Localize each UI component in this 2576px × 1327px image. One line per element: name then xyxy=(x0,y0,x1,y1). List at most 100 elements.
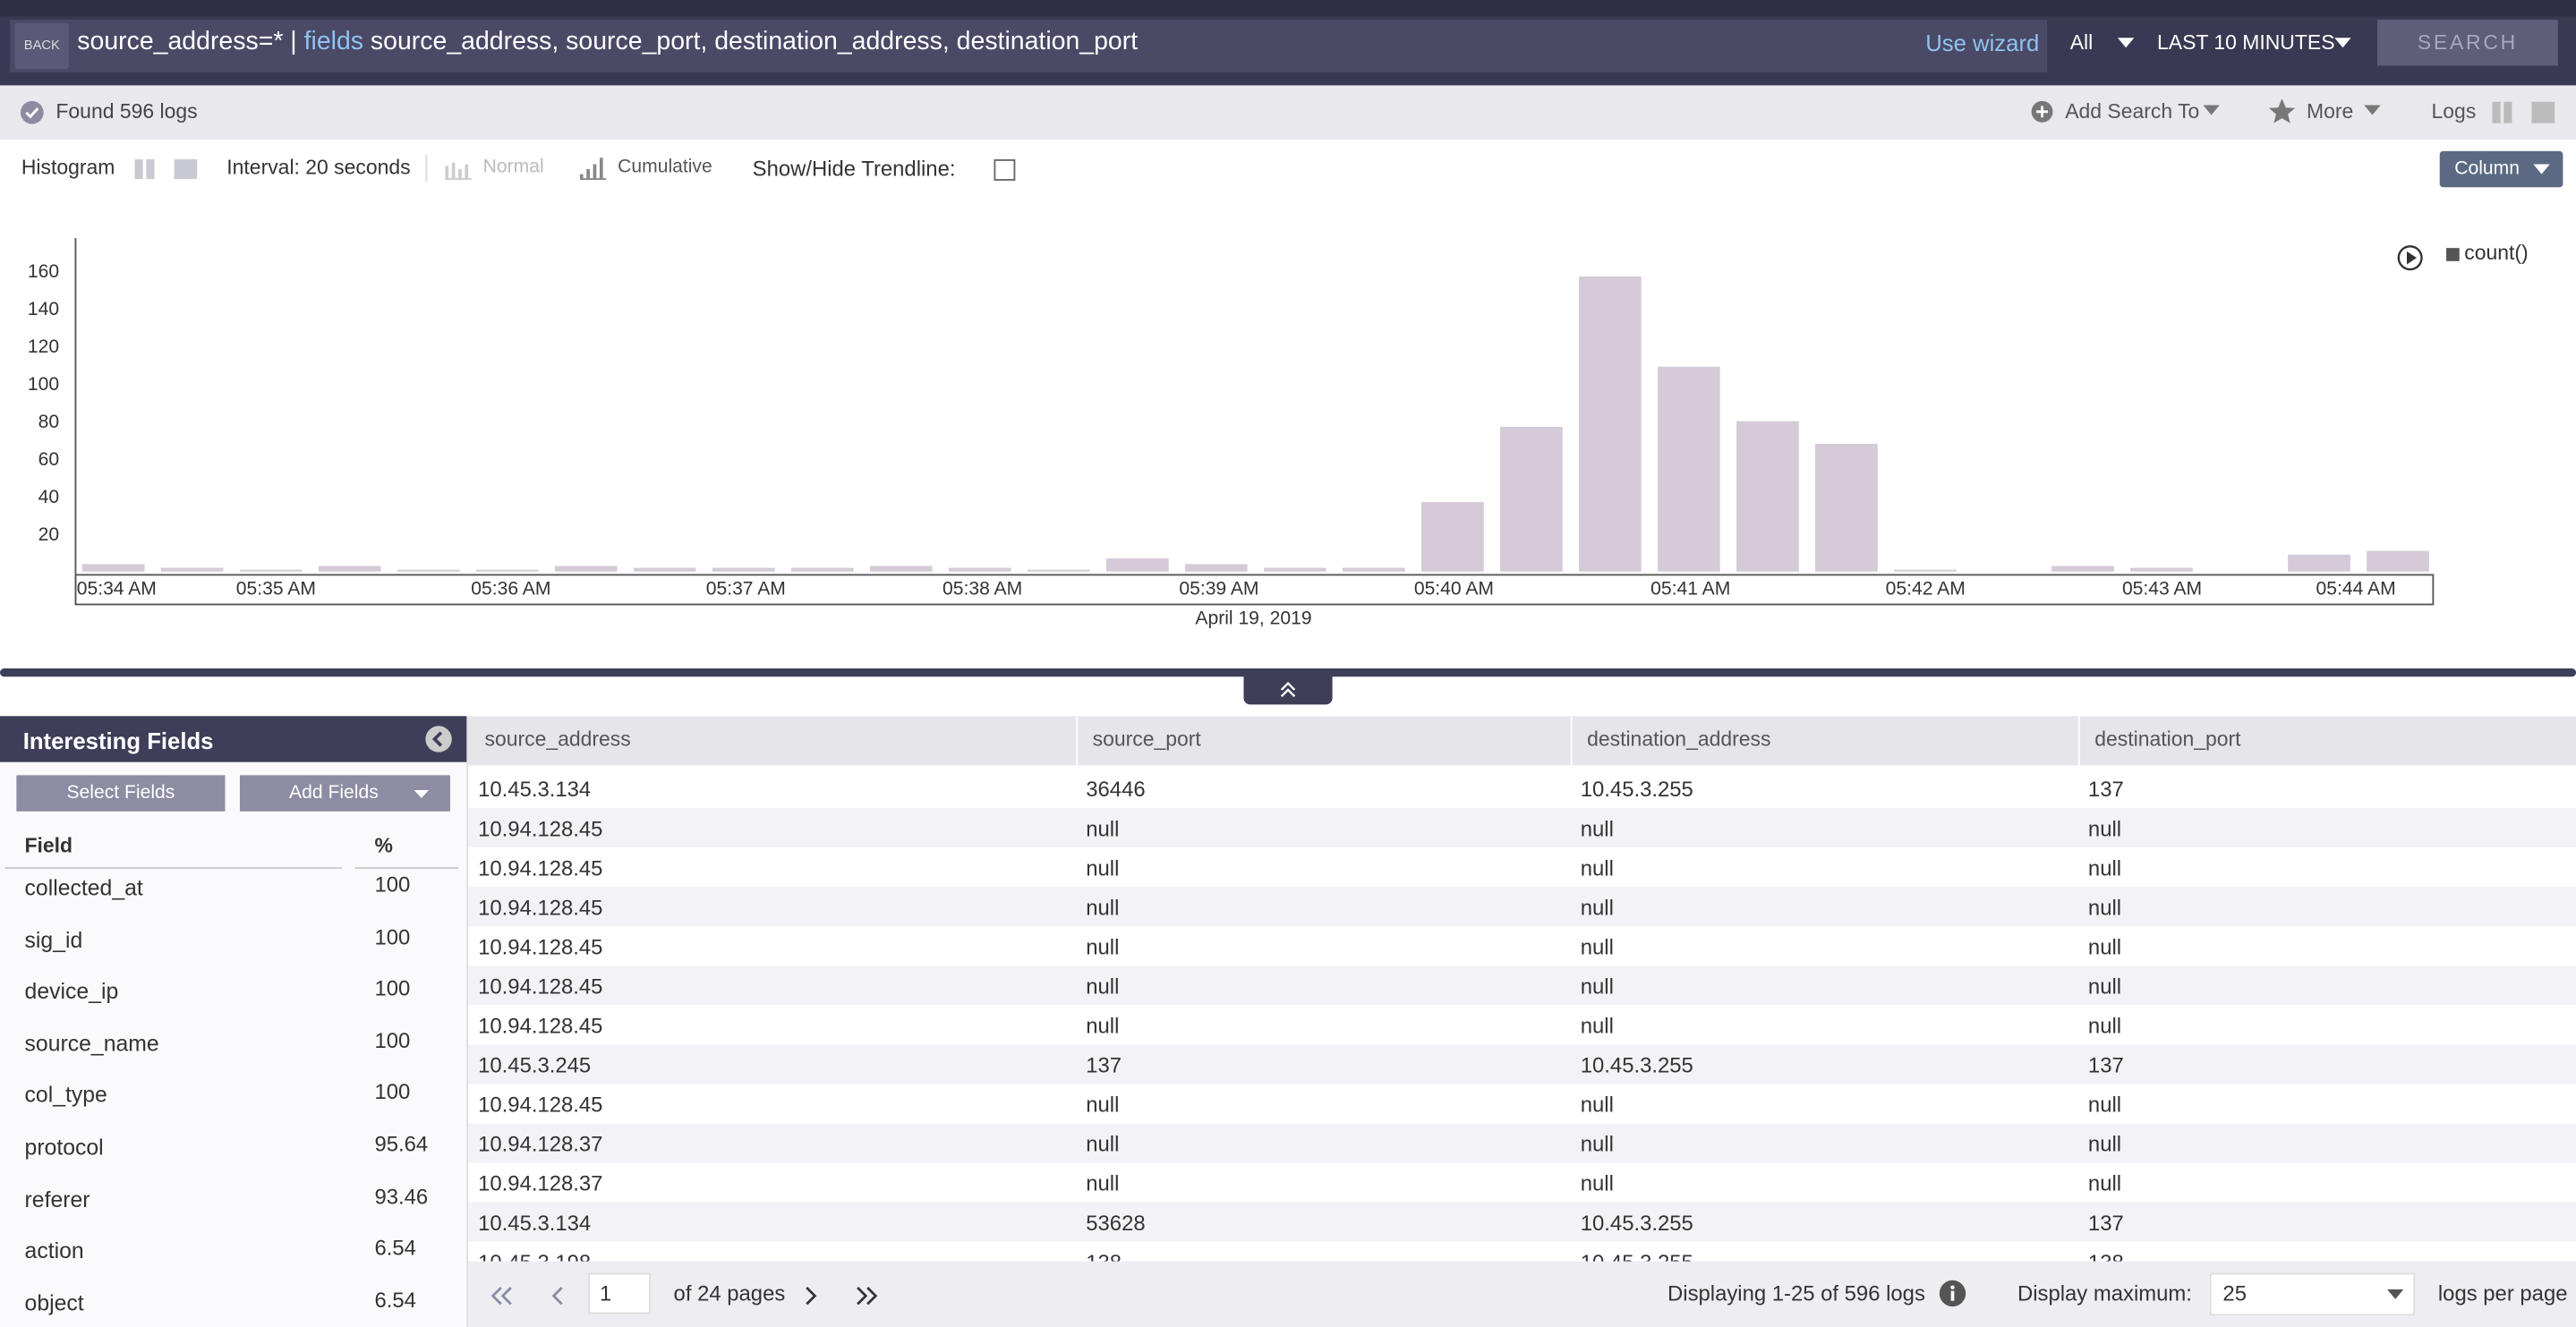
use-wizard[interactable]: Use wizard xyxy=(1925,30,2040,56)
back-button[interactable]: BACK xyxy=(14,22,70,70)
table-row[interactable] xyxy=(468,847,2576,888)
column-header[interactable]: destination_port xyxy=(2094,727,2241,751)
field-name[interactable]: object xyxy=(24,1290,84,1315)
column-divider xyxy=(1570,716,1573,766)
table-cell: null xyxy=(1086,974,1120,999)
pane-divider[interactable] xyxy=(0,668,2576,677)
dropdown-arrow xyxy=(2533,164,2550,174)
bar xyxy=(2051,566,2114,572)
table-row[interactable] xyxy=(468,887,2576,927)
bar xyxy=(948,567,1011,572)
table-cell: null xyxy=(1580,974,1614,999)
info-icon[interactable] xyxy=(1939,1280,1966,1307)
field-name[interactable]: sig_id xyxy=(24,927,83,952)
displaying-info: Displaying 1-25 of 596 logs xyxy=(1668,1280,1925,1306)
separator xyxy=(425,154,428,183)
page-input[interactable]: 1 xyxy=(588,1272,651,1314)
play-icon-triangle xyxy=(2407,251,2418,265)
table-cell: null xyxy=(1580,895,1614,920)
collapse-panel-icon[interactable] xyxy=(424,724,454,753)
legend-swatch xyxy=(2446,248,2460,261)
bar xyxy=(1499,427,1563,572)
select-fields-button[interactable]: Select Fields xyxy=(16,775,226,812)
bar xyxy=(318,566,381,572)
play-icon[interactable] xyxy=(2397,245,2423,271)
bar xyxy=(81,564,145,572)
bar xyxy=(2367,550,2429,572)
table-row[interactable] xyxy=(468,1005,2576,1045)
page-count: of 24 pages xyxy=(673,1280,786,1306)
bar xyxy=(712,567,775,572)
table-row[interactable] xyxy=(468,1084,2576,1124)
table-cell: null xyxy=(1580,816,1614,841)
table-row[interactable] xyxy=(468,1044,2576,1085)
column-header[interactable]: destination_address xyxy=(1587,727,1771,751)
per-page-label: logs per page xyxy=(2437,1280,2568,1306)
table-cell: 36446 xyxy=(1086,777,1146,802)
table-cell: 10.45.3.255 xyxy=(1580,1210,1693,1236)
field-name[interactable]: action xyxy=(24,1238,84,1263)
trendline-checkbox[interactable] xyxy=(994,159,1016,181)
time-range[interactable]: LAST 10 MINUTES xyxy=(2157,30,2335,55)
table-cell: null xyxy=(2087,1170,2122,1196)
back-label: BACK xyxy=(23,38,60,53)
field-name[interactable]: referer xyxy=(24,1187,90,1212)
y-tick-label: 20 xyxy=(38,524,59,545)
table-row[interactable] xyxy=(468,808,2576,848)
y-tick-label: 60 xyxy=(38,449,59,470)
field-name[interactable]: protocol xyxy=(24,1135,104,1160)
display-maximum-label: Display maximum: xyxy=(2017,1280,2192,1306)
column-header[interactable]: source_address xyxy=(484,727,631,751)
per-page-select[interactable]: 25 xyxy=(2209,1272,2416,1316)
table-row[interactable] xyxy=(468,1123,2576,1163)
bar xyxy=(397,569,460,572)
field-name[interactable]: device_ip xyxy=(24,979,119,1004)
table-cell: 137 xyxy=(2087,777,2124,802)
field-percent: 95.64 xyxy=(374,1131,429,1157)
field-name[interactable]: collected_at xyxy=(24,875,143,900)
bar xyxy=(869,566,933,572)
table-row[interactable] xyxy=(468,1241,2576,1262)
normal-option[interactable]: Normal xyxy=(482,157,544,178)
x-axis-label: April 19, 2019 xyxy=(1195,608,1311,628)
layout-toggle[interactable] xyxy=(2491,100,2560,125)
bar xyxy=(633,567,696,572)
dropdown-arrow xyxy=(2386,1289,2404,1299)
histogram-toggle[interactable] xyxy=(133,157,199,181)
search-input[interactable] xyxy=(10,20,2048,72)
dropdown-arrow xyxy=(2117,38,2135,48)
column-header[interactable]: source_port xyxy=(1092,727,1201,751)
y-tick-label: 100 xyxy=(28,374,59,395)
field-percent: 100 xyxy=(374,872,411,897)
search-button[interactable]: SEARCH xyxy=(2376,20,2558,66)
field-name[interactable]: source_name xyxy=(24,1031,159,1056)
collapse-icon xyxy=(1280,681,1296,698)
dropdown-arrow xyxy=(2334,38,2351,48)
query[interactable]: source_address=* | fields source_address… xyxy=(77,28,1138,57)
table-row[interactable] xyxy=(468,1162,2576,1203)
pagination-arrows[interactable] xyxy=(486,1281,881,1311)
column-button[interactable]: Column xyxy=(2439,150,2563,188)
table-cell: null xyxy=(2087,855,2122,880)
top-strip xyxy=(0,0,2576,17)
cumulative-option[interactable]: Cumulative xyxy=(618,157,712,178)
field-name[interactable]: col_type xyxy=(24,1083,107,1108)
table-cell: null xyxy=(2087,974,2122,999)
fields-header-field: Field xyxy=(24,834,73,858)
fields-header-line xyxy=(354,867,459,869)
table-row[interactable] xyxy=(468,1202,2576,1242)
query-rest: source_address, source_port, destination… xyxy=(370,28,1139,56)
table-row[interactable] xyxy=(468,926,2576,966)
add-fields-button[interactable]: Add Fields xyxy=(239,775,450,812)
collapse-tab[interactable] xyxy=(1243,673,1333,705)
table-row[interactable] xyxy=(468,965,2576,1006)
scope-select[interactable]: All xyxy=(2069,30,2094,55)
add-search-to[interactable]: Add Search To xyxy=(2065,99,2200,123)
more-menu[interactable]: More xyxy=(2307,99,2354,123)
query-keyword: fields xyxy=(303,28,364,56)
table-cell: 10.45.3.134 xyxy=(478,777,592,802)
x-tick-label: 05:44 AM xyxy=(2316,578,2396,599)
table-row[interactable] xyxy=(468,769,2576,809)
column-label: Column xyxy=(2454,159,2520,180)
bar xyxy=(160,567,224,572)
